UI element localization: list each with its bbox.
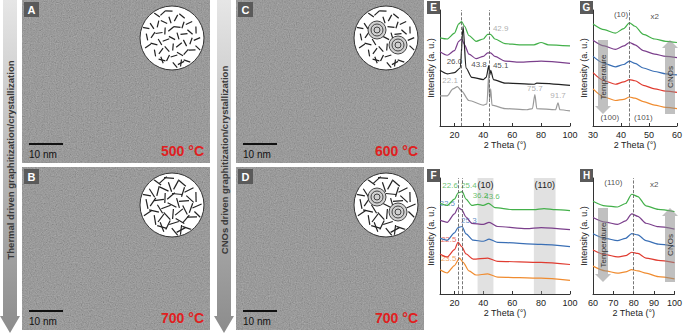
svg-text:75.7: 75.7 [527, 84, 543, 93]
svg-text:40: 40 [478, 130, 488, 140]
svg-text:22.5: 22.5 [439, 198, 455, 208]
svg-text:(100): (100) [600, 113, 619, 122]
svg-text:100: 100 [667, 298, 682, 308]
svg-text:Intensity (a. u.): Intensity (a. u.) [579, 206, 589, 266]
svg-text:90: 90 [649, 298, 659, 308]
svg-text:20: 20 [449, 298, 459, 308]
svg-text:Intensity (a. u.): Intensity (a. u.) [579, 38, 589, 98]
svg-text:H: H [583, 170, 590, 181]
svg-text:91.7: 91.7 [550, 91, 566, 100]
svg-text:23.5: 23.5 [440, 253, 457, 263]
svg-text:60: 60 [588, 298, 598, 308]
svg-text:(101): (101) [634, 113, 653, 122]
svg-text:G: G [583, 2, 591, 13]
svg-text:D: D [242, 171, 250, 183]
svg-text:80: 80 [629, 298, 639, 308]
svg-text:43.6: 43.6 [484, 192, 500, 201]
svg-text:22.1: 22.1 [442, 76, 458, 85]
svg-text:2 Theta (°): 2 Theta (°) [613, 308, 655, 318]
svg-text:F: F [430, 170, 436, 181]
svg-text:70: 70 [608, 298, 618, 308]
svg-text:22.5: 22.5 [440, 234, 457, 244]
svg-text:22.6: 22.6 [442, 181, 458, 190]
svg-text:26.0: 26.0 [446, 56, 463, 66]
svg-text:Intensity (a. u.): Intensity (a. u.) [426, 206, 436, 266]
svg-text:700 °C: 700 °C [375, 310, 418, 326]
svg-text:Intensity (a. u.): Intensity (a. u.) [426, 38, 436, 98]
svg-text:2 Theta (°): 2 Theta (°) [484, 140, 526, 150]
svg-text:42.9: 42.9 [493, 24, 509, 33]
svg-text:10 nm: 10 nm [29, 149, 57, 160]
svg-text:500 °C: 500 °C [161, 143, 204, 159]
svg-text:2 Theta (°): 2 Theta (°) [484, 308, 526, 318]
svg-text:2 Theta (°): 2 Theta (°) [614, 140, 656, 150]
svg-text:10 nm: 10 nm [29, 316, 57, 327]
svg-text:(10): (10) [477, 180, 493, 190]
svg-text:60: 60 [672, 130, 682, 140]
svg-text:20: 20 [449, 130, 459, 140]
svg-text:CNOs driven graphitization/cry: CNOs driven graphitization/crystallizati… [219, 66, 230, 255]
svg-text:10 nm: 10 nm [243, 149, 271, 160]
svg-text:45.1: 45.1 [493, 61, 509, 70]
svg-text:25.4: 25.4 [461, 181, 477, 190]
svg-text:43.8: 43.8 [471, 60, 487, 69]
svg-text:80: 80 [536, 130, 546, 140]
svg-text:600 °C: 600 °C [375, 143, 418, 159]
svg-text:(110): (110) [535, 180, 555, 190]
svg-text:(110): (110) [604, 178, 622, 187]
svg-text:40: 40 [478, 298, 488, 308]
svg-text:x2: x2 [650, 180, 659, 189]
svg-text:Temperature: Temperature [599, 54, 608, 99]
svg-text:x2: x2 [650, 12, 659, 21]
svg-text:100: 100 [562, 298, 577, 308]
svg-text:Thermal driven graphitization/: Thermal driven graphitization/crystalliz… [5, 60, 16, 259]
svg-text:50: 50 [644, 130, 654, 140]
svg-text:CNOs: CNOs [666, 234, 675, 256]
svg-text:80: 80 [536, 298, 546, 308]
svg-text:CNOs: CNOs [666, 66, 675, 88]
svg-text:60: 60 [507, 298, 517, 308]
svg-text:700 °C: 700 °C [161, 310, 204, 326]
svg-text:36.2: 36.2 [472, 191, 489, 201]
svg-text:B: B [28, 171, 36, 183]
svg-text:100: 100 [562, 130, 577, 140]
svg-text:60: 60 [507, 130, 517, 140]
svg-text:10 nm: 10 nm [243, 316, 271, 327]
svg-text:E: E [430, 2, 437, 13]
svg-text:A: A [28, 4, 36, 16]
svg-text:30: 30 [588, 130, 598, 140]
svg-text:(10): (10) [614, 10, 629, 19]
svg-text:Temperature: Temperature [599, 222, 608, 267]
svg-text:25.3: 25.3 [461, 215, 477, 225]
svg-text:C: C [242, 4, 250, 16]
svg-text:40: 40 [616, 130, 626, 140]
